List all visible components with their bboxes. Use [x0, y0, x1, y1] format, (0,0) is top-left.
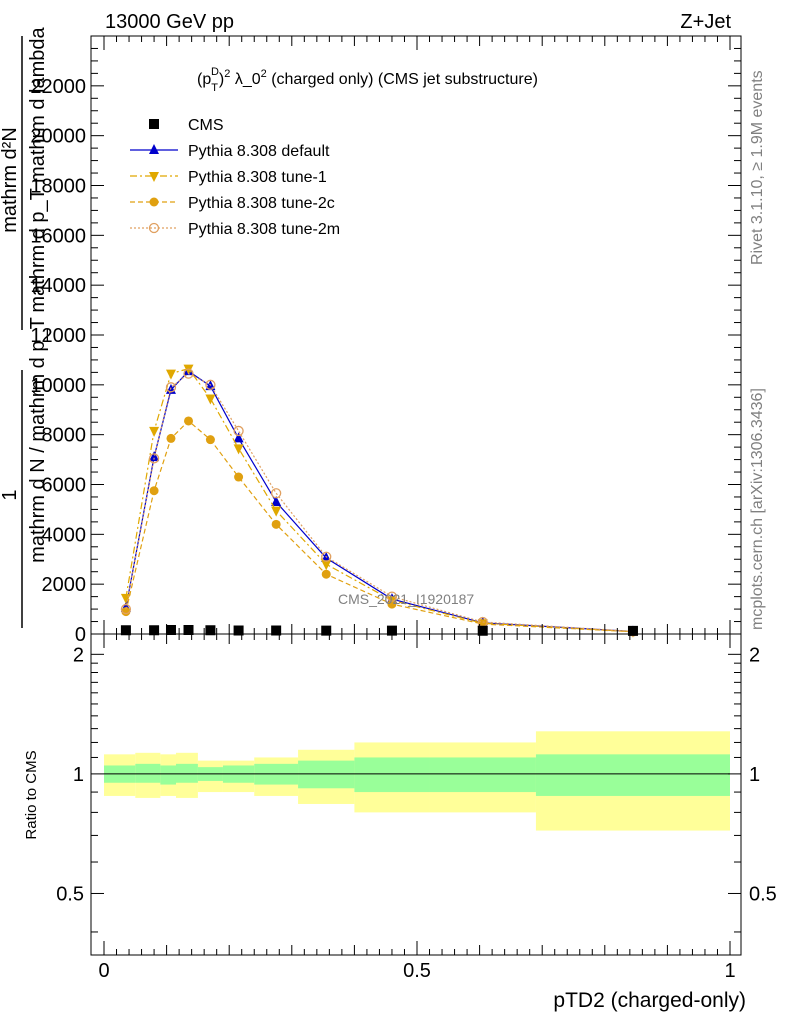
ratio-inner-band — [298, 760, 355, 789]
series-point-4 — [270, 488, 282, 499]
series-point-3 — [321, 569, 331, 579]
y-label-prefactor-num: 1 — [0, 489, 21, 500]
series-point-0 — [627, 625, 638, 636]
series-point-0 — [321, 625, 332, 636]
y-tick-label: 8000 — [42, 425, 87, 447]
ratio-y-tick-label-right: 1 — [749, 764, 760, 786]
ratio-inner-band — [175, 763, 198, 783]
y-label-denominator: mathrm d p_T mathrm d lambda — [27, 26, 49, 312]
ratio-inner-band — [429, 757, 536, 793]
main-axes: 0 2000 4000 6000 8000 10000 12000 14000 16000 180… — [30, 35, 742, 646]
legend-marker-1 — [149, 144, 159, 154]
series-point-2 — [233, 444, 244, 455]
legend-label-2: Pythia 8.308 tune-1 — [188, 169, 327, 186]
series-line-3 — [125, 420, 634, 633]
header-process: Z+Jet — [680, 11, 731, 33]
mcplots-label: mcplots.cern.ch [arXiv:1306.3436] — [749, 388, 766, 630]
ratio-y-label: Ratio to CMS — [23, 750, 40, 839]
legend-marker-3 — [149, 197, 159, 207]
series-point-4 — [165, 382, 177, 393]
ratio-y-tick-label-right: 2 — [749, 644, 760, 666]
series-point-1 — [271, 495, 282, 506]
rivet-label: Rivet 3.1.10, ≥ 1.9M events — [749, 70, 766, 265]
legend-label-4: Pythia 8.308 tune-2m — [188, 221, 340, 238]
legend-label-0: CMS — [188, 117, 224, 134]
legend-label-3: Pythia 8.308 tune-2c — [188, 195, 335, 212]
y-tick-label: 2000 — [42, 574, 87, 596]
series-point-3 — [234, 472, 244, 482]
series-point-4 — [233, 425, 244, 437]
series-point-3 — [166, 433, 176, 443]
series-point-4 — [386, 591, 398, 602]
series-point-2 — [271, 506, 282, 517]
legend-label-1: Pythia 8.308 default — [188, 143, 330, 160]
series-point-4 — [183, 368, 194, 379]
series-point-1 — [233, 432, 244, 443]
y-tick-label: 0 — [75, 624, 86, 646]
y-tick-label: 22000 — [30, 76, 86, 98]
y-tick-label: 6000 — [42, 475, 87, 497]
series-point-0 — [233, 625, 244, 636]
series-point-4 — [120, 603, 132, 615]
series-point-2 — [149, 426, 160, 437]
header-energy: 13000 GeV pp — [105, 11, 234, 33]
y-tick-label: 10000 — [30, 375, 86, 397]
series-point-3 — [121, 607, 131, 617]
legend-marker-4 — [148, 222, 160, 234]
series-point-3 — [271, 519, 281, 529]
ratio-y-tick-label: 0.5 — [56, 883, 84, 905]
series-line-4 — [125, 372, 634, 632]
series-point-3 — [184, 416, 194, 426]
ratio-inner-band — [160, 765, 176, 785]
series-point-4 — [148, 453, 160, 464]
chart-title: (pTD)2 λ_02 (charged only) (CMS jet subs… — [197, 66, 538, 94]
ratio-y-tick-label-right: 0.5 — [749, 883, 777, 905]
y-tick-label: 20000 — [30, 126, 86, 148]
series-point-0 — [477, 625, 488, 636]
legend-marker-2 — [149, 172, 159, 182]
y-axis-label: 1 mathrm d N / mathrm d p_T mathrm d²N m… — [0, 26, 49, 628]
x-tick-label: 0.5 — [403, 960, 431, 982]
y-tick-label: 12000 — [30, 325, 86, 347]
series-point-3 — [205, 435, 215, 445]
series-point-4 — [321, 551, 332, 562]
ratio-inner-band — [354, 757, 430, 793]
ratio-inner-band — [135, 763, 161, 783]
series-point-1 — [149, 451, 160, 462]
y-tick-label: 18000 — [30, 176, 86, 198]
series-point-4 — [205, 379, 216, 390]
x-axis-label: pTD2 (charged-only) — [553, 989, 746, 1012]
series-point-2 — [321, 560, 332, 571]
y-tick-label: 4000 — [42, 524, 87, 546]
y-tick-label: 16000 — [30, 225, 86, 247]
analysis-watermark: CMS_2021_I1920187 — [338, 591, 474, 607]
legend: CMS Pythia 8.308 default Pythia 8.308 tune… — [130, 117, 340, 238]
x-tick-label: 1 — [724, 960, 735, 982]
series-point-0 — [120, 625, 131, 636]
y-label-numerator: mathrm d²N — [0, 127, 21, 233]
legend-marker-0 — [149, 119, 159, 129]
ratio-axes: 0 0.5 1 0.5 0.5 1 1 2 2 — [56, 633, 777, 982]
x-tick-label: 0 — [98, 960, 109, 982]
ratio-panel — [104, 731, 730, 831]
y-label-prefactor-den: mathrm d N / mathrm d p_T — [27, 317, 49, 563]
series-point-0 — [183, 625, 194, 636]
series-point-0 — [205, 625, 216, 636]
series-point-3 — [387, 599, 397, 609]
y-tick-label: 14000 — [30, 275, 86, 297]
series-point-2 — [205, 394, 216, 405]
ratio-frame — [90, 633, 742, 956]
ratio-inner-band — [535, 754, 730, 796]
series-point-3 — [149, 486, 159, 496]
series-point-0 — [271, 625, 282, 636]
series-point-2 — [165, 369, 176, 380]
series-point-0 — [165, 625, 176, 636]
ratio-y-tick-label: 2 — [73, 644, 84, 666]
ratio-y-tick-label: 1 — [73, 764, 84, 786]
